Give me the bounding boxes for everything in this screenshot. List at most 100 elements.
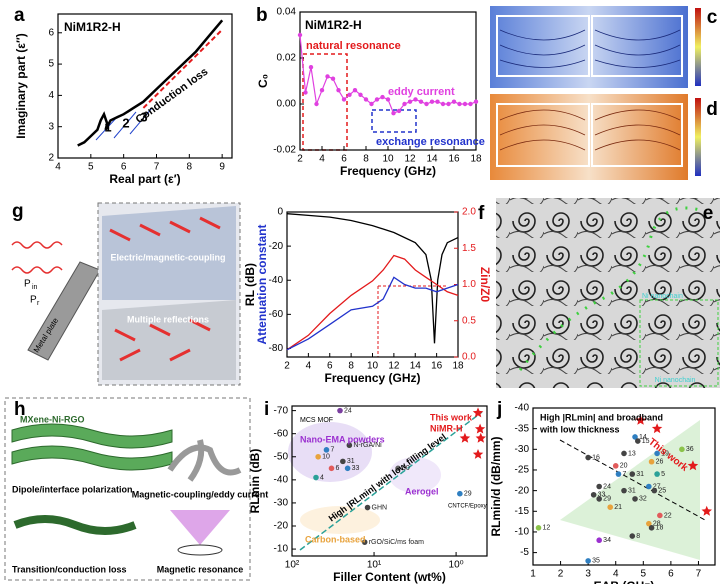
- point-label: 24: [344, 407, 352, 414]
- marker: [407, 99, 413, 104]
- y-tick-label: 0.04: [277, 7, 297, 18]
- x-tick-label: 6: [121, 162, 127, 173]
- marker: [462, 101, 468, 107]
- label: in: [32, 284, 38, 291]
- label: P: [30, 295, 37, 306]
- annotation: exchange resonance: [376, 136, 485, 148]
- marker: [369, 101, 374, 107]
- marker: [319, 88, 325, 93]
- plot-frame: [299, 11, 477, 151]
- y2-tick-label: 0.5: [462, 315, 476, 326]
- x-tick-label: 10⁰: [449, 560, 464, 571]
- arrow: [109, 216, 221, 362]
- x-axis-label: Filler Content (wt%): [333, 570, 446, 584]
- x-tick-label: 5: [641, 569, 647, 580]
- x-tick-label: 16: [448, 154, 460, 165]
- point-label: 28: [653, 521, 661, 528]
- annotation: eddy current: [388, 86, 455, 98]
- annotation: CNTCF/Epoxy: [448, 504, 487, 510]
- star-marker: [474, 423, 486, 434]
- x-tick-label: 4: [55, 162, 61, 173]
- point: [585, 454, 591, 461]
- plot-frame: [57, 13, 233, 159]
- point: [590, 491, 597, 498]
- marker: [402, 101, 407, 107]
- point-label: 27: [653, 483, 661, 490]
- point: [648, 458, 655, 465]
- x-tick-label: 2: [284, 361, 290, 372]
- annotation: Ni nanochain: [642, 293, 683, 300]
- point-label: 13: [628, 450, 636, 457]
- y-tick-label: -10: [515, 527, 530, 538]
- point-label: 8: [636, 533, 640, 540]
- label: P: [24, 279, 31, 290]
- wave: [11, 241, 63, 274]
- x-tick-label: 9: [219, 162, 225, 173]
- point-label: 22: [664, 512, 672, 519]
- point: [346, 442, 353, 449]
- point-label: 34: [603, 537, 611, 544]
- x-tick-label: 6: [341, 154, 347, 165]
- x-tick-label: 14: [426, 154, 438, 165]
- point-label: 7: [622, 471, 626, 478]
- orbit: [177, 544, 223, 556]
- annotation: Nano-EMA powders: [300, 434, 385, 444]
- star-marker: [475, 432, 486, 443]
- point-label: 5: [661, 471, 665, 478]
- marker: [336, 88, 341, 93]
- marker: [380, 94, 385, 100]
- marker: [297, 32, 303, 38]
- annotation: with low thickness: [539, 424, 620, 434]
- x-tick-label: 12: [388, 361, 400, 372]
- star-marker: [472, 449, 484, 459]
- panel-label: b: [256, 5, 268, 26]
- label: Magnetic-coupling/eddy current: [132, 489, 269, 499]
- panel-g: P in P r Metal plate Electric/magnetic-c…: [11, 201, 241, 386]
- colorbar: [695, 98, 701, 176]
- layer: [102, 300, 236, 380]
- y-tick-label: 6: [48, 27, 54, 38]
- point: [344, 465, 351, 472]
- annotation: NiMR-H: [430, 423, 463, 433]
- x-tick-label: 18: [452, 361, 464, 372]
- annotation: Ni nanochain: [655, 377, 696, 384]
- sheet: [13, 515, 137, 535]
- y-tick-label: -40: [269, 275, 284, 286]
- annotation: MCS MOF: [300, 417, 333, 424]
- star-marker: [635, 414, 646, 425]
- point: [632, 496, 638, 502]
- y-axis-label: RLmin (dB): [248, 449, 262, 514]
- marker: [330, 76, 336, 81]
- point-label: 31: [628, 487, 636, 494]
- panel-label: h: [14, 399, 26, 420]
- chart-title: NiM1R2-H: [64, 20, 121, 34]
- x-tick-label: 8: [363, 154, 369, 165]
- x-tick-label: 10: [382, 154, 394, 165]
- star-marker: [459, 432, 471, 443]
- label: Magnetic resonance: [157, 564, 244, 574]
- star-marker: [687, 460, 699, 471]
- point: [364, 504, 371, 511]
- x-tick-label: 4: [306, 361, 312, 372]
- y-tick-label: -80: [269, 343, 284, 354]
- point: [328, 465, 335, 472]
- line: [77, 19, 224, 147]
- point-label: 29: [464, 491, 472, 498]
- y-axis-label: C₀: [256, 74, 270, 88]
- colorbar: [695, 8, 701, 86]
- point: [313, 474, 319, 481]
- y-tick-label: -70: [274, 405, 289, 416]
- marker: [435, 99, 440, 104]
- cone: [170, 510, 230, 545]
- point-label: 24: [603, 483, 611, 490]
- label: MXene-Ni-RGO: [20, 414, 85, 424]
- point-label: 19: [661, 450, 669, 457]
- panel-e: Ni nanochain Ni nanochain e: [496, 198, 720, 388]
- point: [621, 450, 627, 457]
- point-label: 18: [656, 525, 664, 532]
- x-tick-label: 3: [585, 569, 591, 580]
- point: [395, 465, 401, 472]
- y-tick-label: -5: [520, 547, 529, 558]
- y2-axis-label: Zin/Z0: [478, 267, 492, 303]
- point-label: 16: [592, 454, 600, 461]
